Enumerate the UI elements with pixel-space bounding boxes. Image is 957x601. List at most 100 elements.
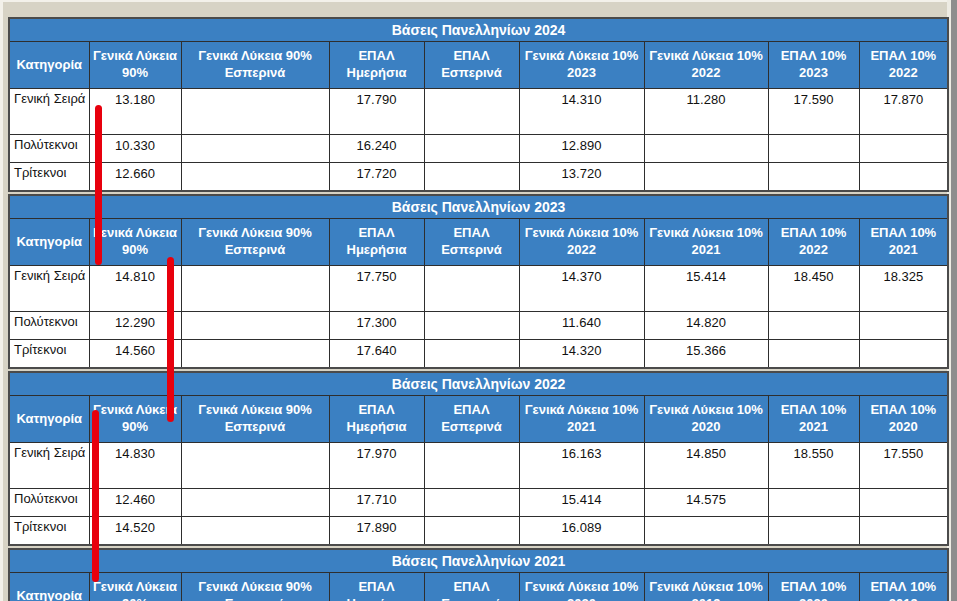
score-cell: 14.575 [644,489,768,517]
results-table-1: Βάσεις Πανελληνίων 2024ΚατηγορίαΓενικά Λ… [8,17,949,192]
row-label: Πολύτεκνοι [9,135,89,163]
score-cell [768,489,859,517]
score-cell [424,517,519,546]
row-label: Τρίτεκνοι [9,340,89,369]
table-title-row: Βάσεις Πανελληνίων 2022 [9,372,948,396]
tables-container: Βάσεις Πανελληνίων 2024ΚατηγορίαΓενικά Λ… [8,17,947,601]
column-header: ΕΠΑΛ Ημερήσια [329,219,424,266]
score-cell: 14.320 [519,340,644,369]
score-cell [424,89,519,135]
score-cell: 13.720 [519,163,644,192]
score-cell [181,89,329,135]
column-header: ΕΠΑΛ 10% 2023 [768,42,859,89]
scrollbar-track[interactable] [951,0,957,601]
score-cell: 18.450 [768,266,859,312]
window-top-highlight [0,0,957,2]
table-row: Γενική Σειρά14.83017.97016.16314.85018.5… [9,443,948,489]
column-header: Γενικά Λύκεια 90% Εσπερινά [181,573,329,601]
column-header: ΕΠΑΛ Ημερήσια [329,396,424,443]
score-cell: 17.790 [329,89,424,135]
score-cell [424,135,519,163]
column-header: Γενικά Λύκεια 10% 2021 [519,396,644,443]
score-cell [181,266,329,312]
score-cell [424,443,519,489]
table-title: Βάσεις Πανελληνίων 2024 [9,18,948,42]
score-cell: 14.560 [89,340,181,369]
column-header: Γενικά Λύκεια 90% [89,219,181,266]
column-header: ΕΠΑΛ Ημερήσια [329,573,424,601]
column-header: Γενικά Λύκεια 10% 2022 [519,219,644,266]
score-cell: 12.290 [89,312,181,340]
table-row: Γενική Σειρά13.18017.79014.31011.28017.5… [9,89,948,135]
score-cell: 16.240 [329,135,424,163]
score-cell [859,517,948,546]
score-cell: 17.890 [329,517,424,546]
score-cell: 13.180 [89,89,181,135]
table-title-row: Βάσεις Πανελληνίων 2024 [9,18,948,42]
table-title: Βάσεις Πανελληνίων 2022 [9,372,948,396]
score-cell [181,340,329,369]
table-title: Βάσεις Πανελληνίων 2023 [9,195,948,219]
column-header: Κατηγορία [9,396,89,443]
score-cell [181,163,329,192]
score-cell: 17.970 [329,443,424,489]
column-header: ΕΠΑΛ 10% 2022 [768,219,859,266]
column-header: Γενικά Λύκεια 90% [89,396,181,443]
score-cell: 12.460 [89,489,181,517]
results-table-4: Βάσεις Πανελληνίων 2021Κατηγορία Γενικά Λ… [8,548,949,601]
score-cell: 12.890 [519,135,644,163]
score-cell: 17.590 [768,89,859,135]
results-table-3: Βάσεις Πανελληνίων 2022ΚατηγορίαΓενικά Λ… [8,371,949,546]
score-cell [424,266,519,312]
column-header: ΕΠΑΛ 10% 2022 [859,42,948,89]
table-row: Πολύτεκνοι12.46017.71015.41414.575 [9,489,948,517]
table-row: Τρίτεκνοι14.56017.64014.32015.366 [9,340,948,369]
score-cell [181,135,329,163]
column-header: ΕΠΑΛ Εσπερινά [424,396,519,443]
results-table-2: Βάσεις Πανελληνίων 2023ΚατηγορίαΓενικά Λ… [8,194,949,369]
score-cell [424,340,519,369]
score-cell: 14.370 [519,266,644,312]
column-header: Γενικά Λύκεια 90% Εσπερινά [181,42,329,89]
column-header: Γενικά Λύκεια 10% 2021 [644,219,768,266]
column-header: Γενικά Λύκεια 90% Εσπερινά [181,219,329,266]
score-cell [644,135,768,163]
column-header: ΕΠΑΛ Εσπερινά [424,219,519,266]
score-cell: 14.520 [89,517,181,546]
score-cell: 17.300 [329,312,424,340]
column-header: ΕΠΑΛ 10% 2021 [768,396,859,443]
row-label: Τρίτεκνοι [9,517,89,546]
score-cell [768,340,859,369]
column-header: Γενικά Λύκεια 10% 2020 [519,573,644,601]
score-cell: 17.550 [859,443,948,489]
score-cell [424,163,519,192]
column-header: Κατηγορία [9,573,89,601]
score-cell: 15.414 [519,489,644,517]
score-cell [181,312,329,340]
score-cell [768,135,859,163]
column-header: ΕΠΑΛ Εσπερινά [424,42,519,89]
score-cell [768,163,859,192]
column-header: ΕΠΑΛ 10% 2020 [859,396,948,443]
score-cell [859,135,948,163]
table-title: Βάσεις Πανελληνίων 2021 [9,549,948,573]
table-row: Πολύτεκνοι10.33016.24012.890 [9,135,948,163]
score-cell: 15.414 [644,266,768,312]
table-header-row: ΚατηγορίαΓενικά Λύκεια 90%Γενικά Λύκεια … [9,42,948,89]
table-header-row: ΚατηγορίαΓενικά Λύκεια 90% Γενικά Λύκεια … [9,396,948,443]
score-cell [181,443,329,489]
row-label: Πολύτεκνοι [9,312,89,340]
score-cell [644,517,768,546]
score-cell: 16.089 [519,517,644,546]
score-cell: 18.325 [859,266,948,312]
column-header: Γενικά Λύκεια 10% 2020 [644,396,768,443]
score-cell [644,163,768,192]
score-cell [859,163,948,192]
score-cell: 11.280 [644,89,768,135]
score-cell [859,489,948,517]
row-label: Τρίτεκνοι [9,163,89,192]
score-cell [181,517,329,546]
row-label: Γενική Σειρά [9,443,89,489]
score-cell [424,312,519,340]
column-header: Γενικά Λύκεια 90% [89,42,181,89]
